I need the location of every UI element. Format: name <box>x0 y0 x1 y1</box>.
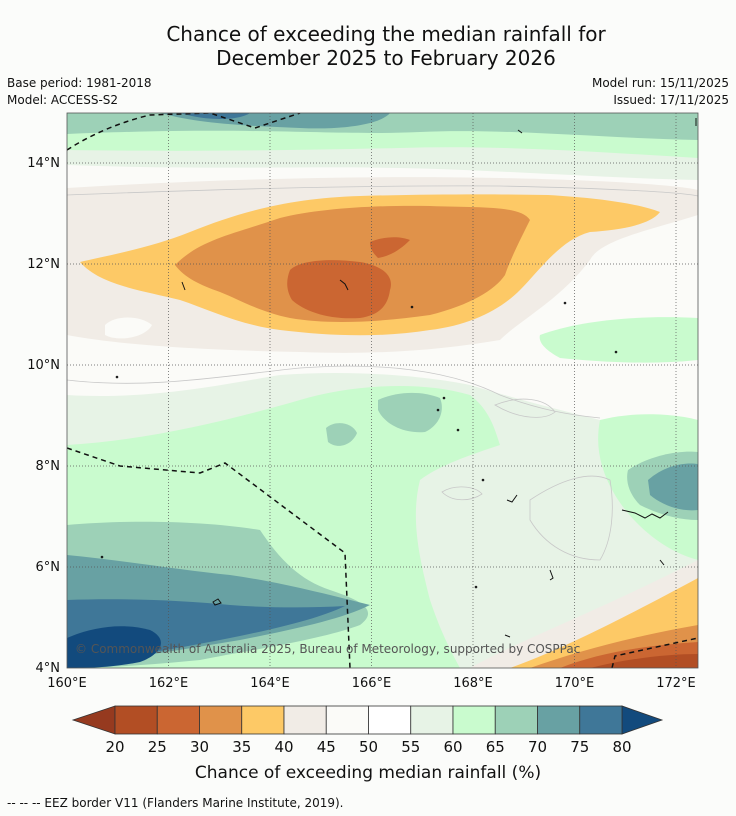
dry-core-25 <box>287 260 391 319</box>
eez-border <box>67 113 698 668</box>
colorbar-cell <box>283 705 327 735</box>
se-band-25 <box>590 654 698 668</box>
lon-tick-170e: 170°E <box>555 676 595 691</box>
model-name: Model: ACCESS-S2 <box>7 93 119 107</box>
lon-tick-168e: 168°E <box>453 676 493 691</box>
eez-footnote: -- -- -- EEZ border V11 (Flanders Marine… <box>7 796 344 810</box>
colorbar-tick-label: 25 <box>148 738 167 756</box>
colorbar-tick-label: 20 <box>105 738 124 756</box>
colorbar-tick-label: 60 <box>443 738 462 756</box>
south-band-80 <box>67 626 161 668</box>
graticule <box>67 113 698 668</box>
map-frame <box>66 112 699 669</box>
lat-tick-14n: 14°N <box>27 156 60 171</box>
copyright-notice: © Commonwealth of Australia 2025, Bureau… <box>75 642 580 656</box>
colorbar-tick-label: 40 <box>274 738 293 756</box>
dry-core-25b <box>370 237 410 258</box>
colorbar-cell <box>114 705 158 735</box>
colorbar-over-arrow <box>621 705 664 735</box>
lat-tick-4n: 4°N <box>36 661 61 676</box>
lon-tick-166e: 166°E <box>352 676 392 691</box>
lat-tick-12n: 12°N <box>27 257 60 272</box>
colorbar-tick-label: 80 <box>612 738 631 756</box>
lon-tick-164e: 164°E <box>250 676 290 691</box>
colorbar-cell <box>156 705 200 735</box>
colorbar-tick-label: 65 <box>486 738 505 756</box>
blob-65a <box>378 392 442 433</box>
base-period: Base period: 1981-2018 <box>7 76 152 90</box>
model-run: Model run: 15/11/2025 <box>591 76 729 90</box>
colorbar-tick-label: 30 <box>190 738 209 756</box>
colorbar-cell <box>452 705 496 735</box>
map-area[interactable]: © Commonwealth of Australia 2025, Bureau… <box>67 113 698 668</box>
colorbar-cell <box>241 705 285 735</box>
white-patch <box>105 317 152 339</box>
colorbar-tick-label: 35 <box>232 738 251 756</box>
blob-65b <box>326 423 357 446</box>
colorbar-tick-label: 50 <box>359 738 378 756</box>
east-blob-70 <box>648 463 698 511</box>
meta-left: Base period: 1981-2018 Model: ACCESS-S2 <box>7 75 152 109</box>
lat-tick-8n: 8°N <box>36 459 61 474</box>
title-line-1: Chance of exceeding the median rainfall … <box>166 22 606 46</box>
colorbar-tick-label: 75 <box>570 738 589 756</box>
colorbar-cell <box>325 705 369 735</box>
meta-right: Model run: 15/11/2025 Issued: 17/11/2025 <box>592 75 729 109</box>
title-line-2: December 2025 to February 2026 <box>216 46 556 70</box>
map-title: Chance of exceeding the median rainfall … <box>0 22 736 70</box>
colorbar-tick-label: 55 <box>401 738 420 756</box>
colorbar-cell <box>494 705 538 735</box>
colorbar-cell <box>368 705 412 735</box>
colorbar-tick-label: 70 <box>528 738 547 756</box>
lat-axis: 4°N 6°N 8°N 10°N 12°N 14°N <box>27 156 60 676</box>
colorbar-cell <box>410 705 454 735</box>
islands <box>100 118 697 638</box>
colorbar-label: Chance of exceeding median rainfall (%) <box>195 763 541 783</box>
colorbar-cell <box>537 705 581 735</box>
lat-tick-10n: 10°N <box>27 358 60 373</box>
colorbar: 20 25 30 35 40 45 50 55 60 65 70 75 80 Chance of exc… <box>71 705 664 783</box>
contour-lines <box>67 185 698 561</box>
east-green-60b <box>539 317 698 363</box>
colorbar-tick-label: 45 <box>317 738 336 756</box>
colorbar-cell <box>579 705 623 735</box>
colorbar-under-arrow <box>71 705 116 735</box>
colorbar-cell <box>199 705 243 735</box>
north-band-80 <box>180 113 250 120</box>
lon-tick-162e: 162°E <box>149 676 189 691</box>
issued-date: Issued: 17/11/2025 <box>613 93 729 107</box>
lon-axis: 160°E 162°E 164°E 166°E 168°E 170°E 172°… <box>47 676 696 691</box>
lon-tick-172e: 172°E <box>656 676 696 691</box>
lon-tick-160e: 160°E <box>47 676 87 691</box>
lat-tick-6n: 6°N <box>36 560 61 575</box>
